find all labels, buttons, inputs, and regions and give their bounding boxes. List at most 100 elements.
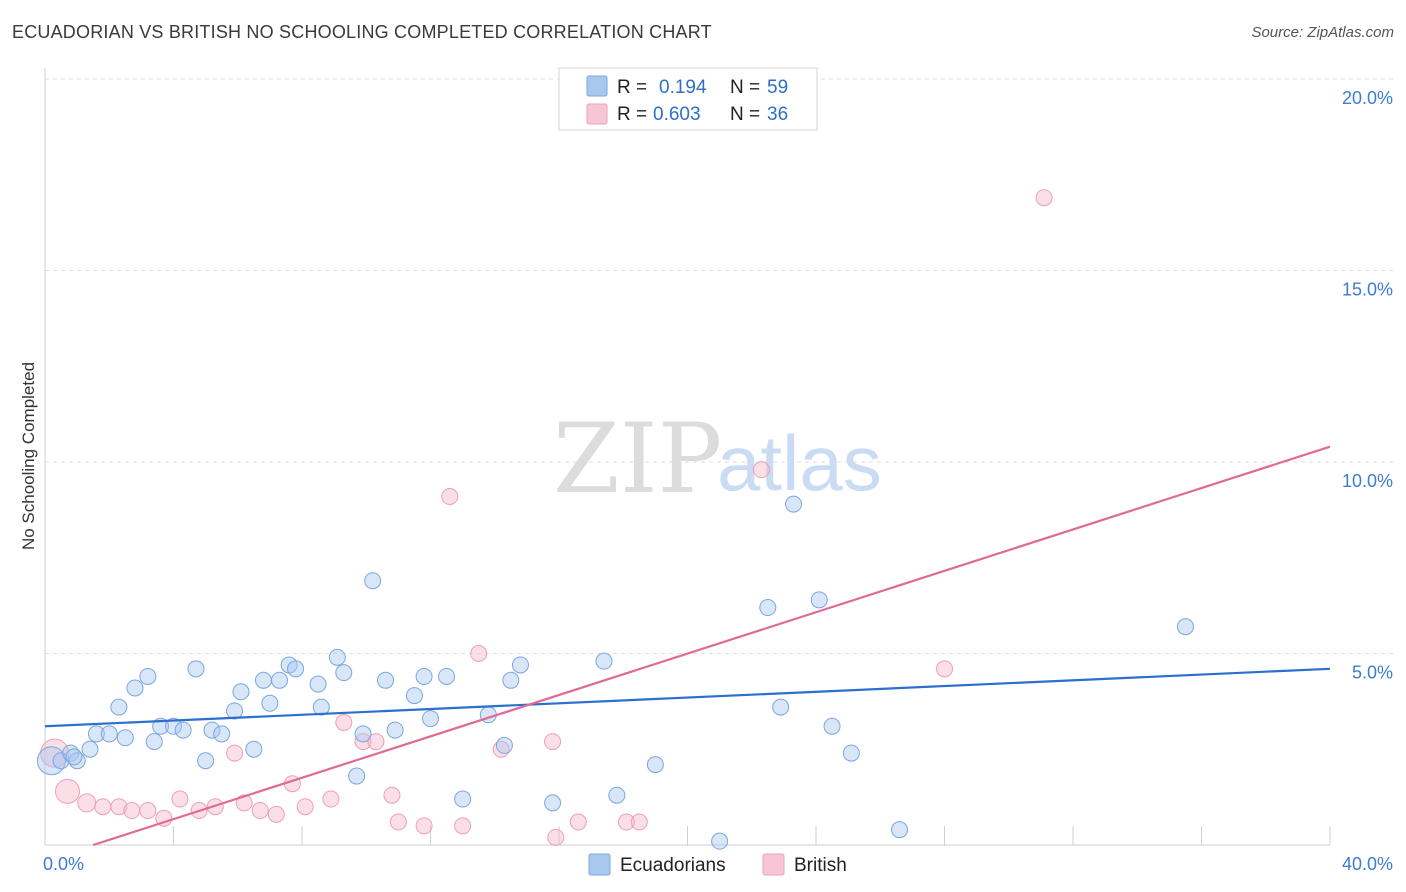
- ecuadorians-point-43: [502, 671, 520, 689]
- ecuadorians-point-4: [81, 740, 99, 758]
- ecuadorians-point-14: [174, 721, 192, 739]
- british-point-18: [335, 713, 353, 731]
- ecuadorians-point-36: [405, 687, 423, 705]
- ecuadorians-point-9: [126, 679, 144, 697]
- bottom-legend-swatch-ecuadorians: [588, 853, 611, 876]
- ecuadorians-point-24: [271, 671, 289, 689]
- british-point-4: [110, 798, 128, 816]
- british-point-2: [77, 793, 97, 813]
- legend-n-label-1: N =: [730, 77, 760, 98]
- y-tick-label-3: 20.0%: [1342, 88, 1393, 108]
- british-point-29: [547, 828, 565, 846]
- ecuadorians-point-17: [203, 721, 221, 739]
- british-point-12: [235, 794, 253, 812]
- ecuadorian-points: [36, 495, 1194, 850]
- ecuadorians-point-28: [312, 698, 330, 716]
- bottom-legend-british: British: [794, 855, 847, 876]
- ecuadorians-point-27: [309, 675, 327, 693]
- ecuadorians-point-18: [213, 725, 231, 743]
- ecuadorians-point-10: [139, 667, 157, 685]
- british-point-14: [267, 805, 285, 823]
- ecuadorians-point-5: [87, 725, 105, 743]
- british-point-7: [155, 809, 173, 827]
- trend-lines: [44, 445, 1331, 847]
- ecuadorians-point-22: [254, 671, 272, 689]
- british-point-5: [123, 802, 141, 820]
- y-axis-label: No Schooling Completed: [19, 362, 38, 550]
- ecuadorians-point-49: [711, 832, 729, 850]
- y-tick-label-1: 10.0%: [1342, 471, 1393, 491]
- ecuadorians-point-8: [116, 729, 134, 747]
- british-point-6: [139, 802, 157, 820]
- ecuadorians-point-56: [891, 821, 909, 839]
- ecuadorians-point-33: [364, 572, 382, 590]
- x-tick-label-1: 40.0%: [1342, 854, 1393, 874]
- british-point-21: [383, 786, 401, 804]
- legend-r-label-2: R =: [617, 104, 647, 125]
- watermark-atlas: atlas: [717, 419, 882, 507]
- ecuadorians-point-15: [187, 660, 205, 678]
- british-point-22: [389, 813, 407, 831]
- legend-r-value-1: 0.194: [659, 77, 707, 98]
- ecuadorians-point-16: [197, 752, 215, 770]
- legend-swatch-ecuadorians: [586, 75, 608, 97]
- british-point-17: [322, 790, 340, 808]
- british-point-8: [171, 790, 189, 808]
- legend-n-value-1: 59: [767, 77, 788, 98]
- x-tick-label-0: 0.0%: [43, 854, 84, 874]
- ecuadorians-point-0: [36, 746, 66, 776]
- ecuadorians-point-44: [511, 656, 529, 674]
- ecuadorians-point-29: [328, 648, 346, 666]
- ecuadorians-point-7: [110, 698, 128, 716]
- british-trend-line: [92, 445, 1331, 847]
- ecuadorians-point-38: [422, 710, 439, 728]
- legend-n-label-2: N =: [730, 104, 760, 125]
- ecuadorians-point-46: [595, 652, 613, 670]
- correlation-legend: R = 0.194 N = 59 R = 0.603 N = 36: [558, 67, 818, 131]
- british-point-33: [752, 461, 770, 479]
- british-point-24: [441, 487, 459, 505]
- ecuadorians-point-58: [65, 748, 83, 766]
- ecuadorians-point-48: [646, 756, 664, 774]
- legend-n-value-2: 36: [767, 104, 788, 125]
- ecuadorians-point-13: [165, 717, 182, 735]
- british-points: [40, 189, 1053, 846]
- gridlines: [45, 78, 1396, 654]
- ecuadorians-point-53: [810, 591, 828, 609]
- british-point-26: [470, 645, 488, 662]
- watermark: ZIP atlas: [553, 403, 882, 515]
- ecuadorians-point-19: [226, 702, 244, 720]
- series-legend: Ecuadorians British: [588, 853, 847, 876]
- ecuadorians-point-39: [438, 667, 456, 685]
- ecuadorians-point-21: [245, 740, 263, 758]
- legend-r-value-2: 0.603: [653, 104, 701, 125]
- bottom-legend-swatch-british: [762, 853, 785, 876]
- british-point-20: [367, 733, 385, 751]
- british-point-23: [415, 817, 433, 835]
- british-point-28: [544, 733, 562, 751]
- british-point-1: [54, 778, 80, 804]
- ecuadorians-point-23: [261, 694, 279, 712]
- source-label: Source: ZipAtlas.com: [1251, 24, 1394, 41]
- british-point-3: [94, 798, 112, 816]
- british-point-13: [251, 802, 269, 820]
- british-point-16: [296, 798, 314, 816]
- ecuadorians-point-30: [335, 664, 353, 682]
- bottom-legend-ecuadorians: Ecuadorians: [620, 855, 726, 876]
- ecuadorians-point-31: [348, 767, 366, 785]
- ecuadorians-point-51: [772, 698, 790, 716]
- ecuadorians-point-34: [377, 671, 395, 689]
- british-point-31: [617, 813, 635, 831]
- ecuadorians-point-47: [608, 786, 626, 804]
- legend-swatch-british: [586, 103, 608, 125]
- x-tick-marks: [44, 826, 1331, 845]
- british-point-11: [226, 744, 244, 762]
- ecuadorians-point-55: [842, 744, 860, 762]
- ecuadorians-point-50: [759, 599, 777, 617]
- british-point-34: [936, 660, 953, 678]
- ecuadorians-point-52: [785, 495, 803, 513]
- x-tick-labels: 0.0% 40.0%: [43, 854, 1393, 874]
- ecuadorians-point-6: [100, 725, 118, 743]
- ecuadorians-point-45: [544, 794, 562, 812]
